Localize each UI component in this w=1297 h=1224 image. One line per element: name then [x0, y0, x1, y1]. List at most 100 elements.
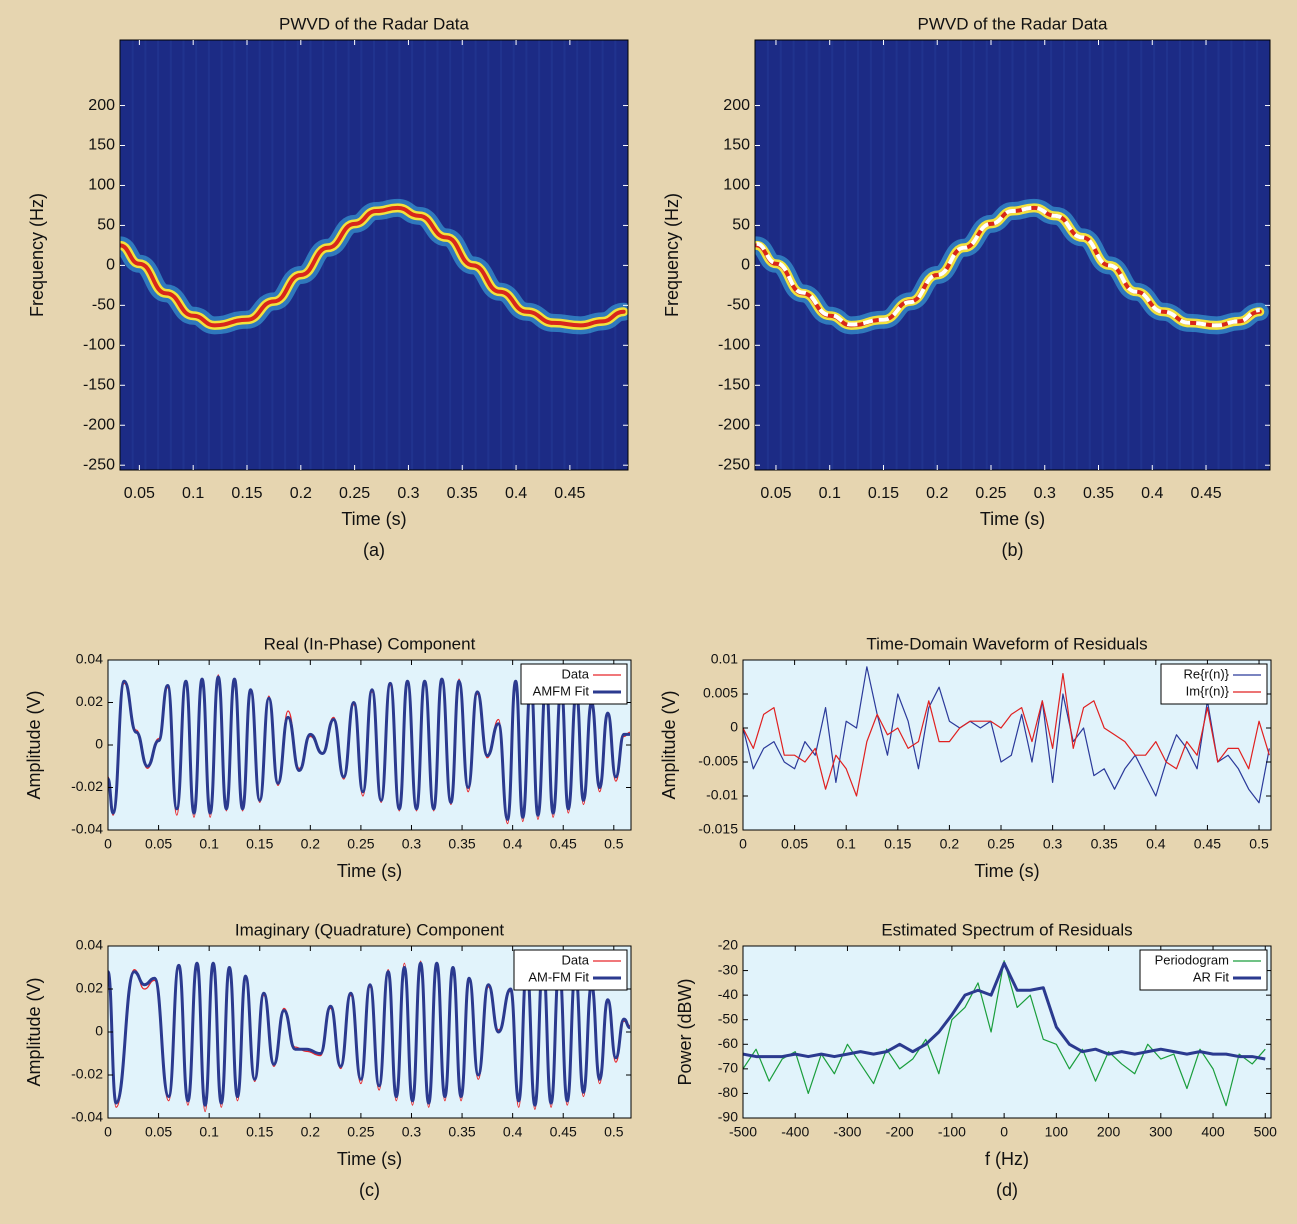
x-tick-label: 0.35 — [448, 836, 475, 852]
y-tick-label: 200 — [723, 97, 750, 114]
y-tick-label: -100 — [83, 337, 115, 354]
x-tick-label: 200 — [1097, 1124, 1121, 1140]
x-tick-label: 0.15 — [231, 485, 262, 502]
y-tick-label: -50 — [92, 297, 115, 314]
chart-panel: -250 -200 -150 -100 -50 0 50 100 150 200 0.05 0.1 0.… — [27, 14, 629, 560]
x-tick-label: 0.05 — [145, 836, 172, 852]
x-tick-label: 0.15 — [246, 836, 273, 852]
plot-content — [755, 40, 1269, 470]
x-tick-label: 0.45 — [550, 1124, 577, 1140]
plot-content — [120, 40, 628, 470]
y-tick-label: -0.005 — [698, 753, 738, 769]
y-tick-label: -200 — [718, 416, 750, 433]
x-tick-label: 0 — [1000, 1124, 1008, 1140]
chart-panel: -250 -200 -150 -100 -50 0 50 100 150 200 0.05 0.1 0.… — [662, 14, 1271, 560]
plot-frame — [742, 945, 1272, 1119]
x-tick-label: 0.3 — [402, 1124, 422, 1140]
legend: Data AMFM Fit — [520, 663, 628, 705]
y-tick-label: 0 — [95, 736, 103, 752]
y-tick-label: -50 — [727, 297, 750, 314]
x-axis-label: f (Hz) — [985, 1149, 1029, 1169]
chart-title: Time-Domain Waveform of Residuals — [866, 634, 1147, 653]
y-tick-label: -0.015 — [698, 821, 738, 837]
x-axis-label: Time (s) — [341, 509, 406, 529]
y-axis-label: Frequency (Hz) — [27, 193, 47, 317]
x-tick-label: -300 — [833, 1124, 861, 1140]
plot-frame — [119, 39, 629, 471]
y-tick-label: -50 — [718, 1010, 738, 1026]
y-axis-label: Power (dBW) — [675, 978, 695, 1085]
series-line — [743, 666, 1270, 804]
ridge-core — [120, 205, 626, 328]
x-tick-label: 0.5 — [1249, 836, 1269, 852]
legend-label: Periodogram — [1155, 952, 1229, 967]
x-tick-label: 0.4 — [1146, 836, 1166, 852]
legend-box — [1139, 949, 1268, 991]
y-tick-label: -30 — [718, 961, 738, 977]
y-tick-label: -60 — [718, 1035, 738, 1051]
chart-panel: -0.04 -0.02 0 0.02 0.04 0 0.05 0.1 0.15 0.2 0.25 0.… — [24, 920, 632, 1200]
legend-label: Im{r(n)} — [1186, 683, 1230, 698]
x-tick-label: 0.25 — [347, 836, 374, 852]
x-tick-label: 0.1 — [819, 485, 841, 502]
x-tick-label: 0.5 — [604, 1124, 624, 1140]
y-tick-label: -250 — [718, 456, 750, 473]
y-tick-label: 100 — [88, 177, 115, 194]
series-line — [743, 673, 1270, 797]
caption: (a) — [363, 540, 385, 560]
x-tick-label: 0.2 — [926, 485, 948, 502]
x-tick-label: 0.35 — [448, 1124, 475, 1140]
caption: (c) — [359, 1180, 380, 1200]
legend: Re{r(n)} Im{r(n)} — [1160, 663, 1268, 705]
y-tick-label: -100 — [718, 337, 750, 354]
fit-line — [756, 205, 1261, 328]
plot-area — [755, 40, 1270, 470]
y-tick-label: -40 — [718, 986, 738, 1002]
y-tick-label: -200 — [83, 416, 115, 433]
y-axis-label: Amplitude (V) — [24, 977, 44, 1086]
x-tick-label: 0.2 — [290, 485, 312, 502]
x-tick-label: 0.4 — [505, 485, 527, 502]
y-tick-label: 150 — [88, 137, 115, 154]
x-tick-label: 0.4 — [503, 1124, 523, 1140]
x-axis-label: Time (s) — [980, 509, 1045, 529]
legend-label: AR Fit — [1193, 969, 1230, 984]
x-tick-label: 0.4 — [503, 836, 523, 852]
legend-label: AM-FM Fit — [528, 969, 589, 984]
x-tick-label: 0.3 — [1034, 485, 1056, 502]
legend-label: Data — [562, 666, 590, 681]
y-tick-label: -0.04 — [71, 1109, 103, 1125]
x-tick-label: 0.2 — [301, 1124, 321, 1140]
y-tick-label: -0.01 — [706, 787, 738, 803]
legend-box — [520, 663, 628, 705]
chart-title: Real (In-Phase) Component — [264, 634, 476, 653]
y-tick-label: -150 — [83, 376, 115, 393]
y-tick-label: 100 — [723, 177, 750, 194]
x-tick-label: 0.05 — [124, 485, 155, 502]
legend: Data AM-FM Fit — [513, 949, 628, 991]
y-tick-label: 0 — [106, 257, 115, 274]
plot-content — [743, 666, 1270, 804]
legend-label: Re{r(n)} — [1183, 666, 1229, 681]
x-tick-label: 0.25 — [975, 485, 1006, 502]
x-tick-label: 400 — [1201, 1124, 1225, 1140]
series-line — [108, 675, 630, 821]
x-tick-label: 0 — [104, 1124, 112, 1140]
y-axis-label: Amplitude (V) — [24, 690, 44, 799]
x-tick-label: 0 — [739, 836, 747, 852]
x-tick-label: 0.2 — [940, 836, 960, 852]
x-tick-label: 0.15 — [868, 485, 899, 502]
x-tick-label: 0.45 — [1190, 485, 1221, 502]
y-tick-label: 0.02 — [76, 693, 103, 709]
series-line — [743, 960, 1266, 1107]
x-tick-label: 0.35 — [447, 485, 478, 502]
series-line — [108, 961, 631, 1107]
x-tick-label: 0 — [104, 836, 112, 852]
chart-title: Estimated Spectrum of Residuals — [881, 920, 1132, 939]
y-tick-label: -0.02 — [71, 778, 103, 794]
x-tick-label: 0.35 — [1091, 836, 1118, 852]
y-axis-label: Amplitude (V) — [659, 690, 679, 799]
legend-box — [1160, 663, 1268, 705]
y-tick-label: 50 — [732, 217, 750, 234]
